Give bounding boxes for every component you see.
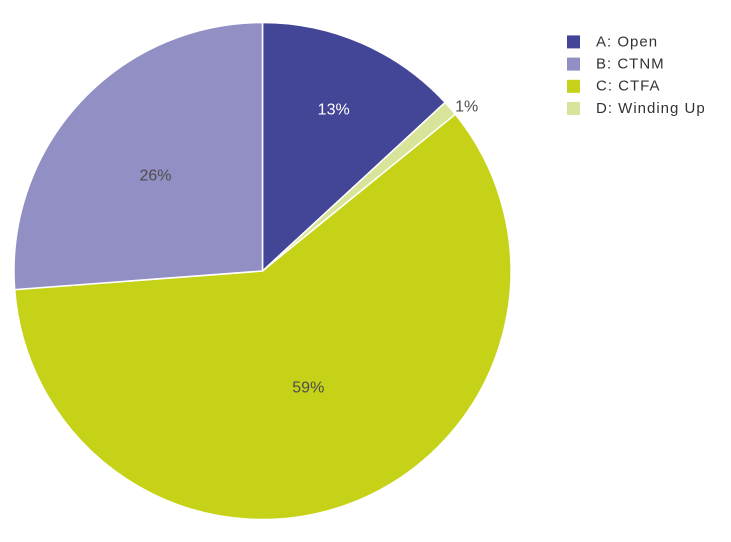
svg-text:59%: 59%	[292, 380, 324, 397]
svg-text:D: Winding Up: D: Winding Up	[596, 100, 706, 117]
svg-text:C: CTFA: C: CTFA	[596, 78, 661, 95]
svg-text:B: CTNM: B: CTNM	[596, 56, 665, 73]
svg-text:1%: 1%	[455, 98, 478, 115]
svg-text:A: Open: A: Open	[596, 33, 658, 50]
svg-text:26%: 26%	[139, 168, 171, 185]
svg-text:13%: 13%	[318, 102, 350, 119]
